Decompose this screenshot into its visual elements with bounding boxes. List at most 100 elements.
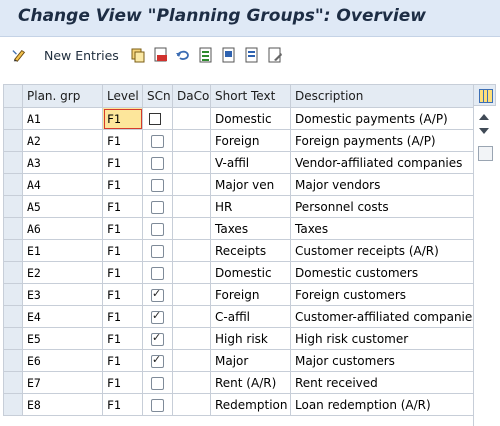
plan-grp-cell[interactable]: E4 <box>22 305 103 328</box>
description-cell[interactable]: Rent received <box>290 371 480 394</box>
description-cell[interactable]: Domestic customers <box>290 261 480 284</box>
plan-grp-cell[interactable]: E7 <box>22 371 103 394</box>
short-text-cell[interactable]: Domestic <box>210 107 291 130</box>
level-cell[interactable]: F1 <box>102 129 143 152</box>
daco-cell[interactable] <box>172 129 211 152</box>
scn-checkbox[interactable] <box>151 222 164 236</box>
short-text-cell[interactable]: Major <box>210 349 291 372</box>
scroll-down-icon[interactable] <box>479 128 489 134</box>
daco-cell[interactable] <box>172 217 211 240</box>
daco-cell[interactable] <box>172 327 211 350</box>
scn-checkbox[interactable] <box>151 331 164 346</box>
new-entries-button[interactable]: New Entries <box>40 45 119 65</box>
level-cell[interactable]: F1 <box>102 261 143 284</box>
description-cell[interactable]: Domestic payments (A/P) <box>290 107 480 130</box>
row-selector[interactable] <box>3 173 23 196</box>
level-cell[interactable]: F1 <box>102 327 143 350</box>
daco-cell[interactable] <box>172 261 211 284</box>
scn-checkbox[interactable] <box>151 266 164 280</box>
description-cell[interactable]: Major vendors <box>290 173 480 196</box>
description-cell[interactable]: Customer-affiliated companies <box>290 305 480 328</box>
scn-checkbox[interactable] <box>151 376 164 390</box>
delete-button[interactable] <box>153 45 169 65</box>
row-selector[interactable] <box>3 349 23 372</box>
description-cell[interactable]: Major customers <box>290 349 480 372</box>
level-cell[interactable]: F1 <box>102 349 143 372</box>
plan-grp-cell[interactable]: A3 <box>22 151 103 174</box>
short-text-cell[interactable]: HR <box>210 195 291 218</box>
scn-checkbox[interactable] <box>149 113 161 125</box>
short-text-cell[interactable]: Domestic <box>210 261 291 284</box>
select-block-button[interactable] <box>221 45 237 65</box>
daco-cell[interactable] <box>172 173 211 196</box>
description-cell[interactable]: Taxes <box>290 217 480 240</box>
scn-checkbox[interactable] <box>151 178 164 192</box>
scn-checkbox[interactable] <box>151 134 164 148</box>
scroll-thumb[interactable] <box>478 146 493 161</box>
daco-cell[interactable] <box>172 195 211 218</box>
row-selector[interactable] <box>3 327 23 350</box>
short-text-cell[interactable]: Foreign <box>210 283 291 306</box>
plan-grp-cell[interactable]: E8 <box>22 393 103 416</box>
level-cell[interactable]: F1 <box>102 107 143 130</box>
scn-checkbox[interactable] <box>151 309 164 324</box>
level-cell[interactable]: F1 <box>102 239 143 262</box>
level-cell[interactable]: F1 <box>102 151 143 174</box>
scn-checkbox[interactable] <box>151 156 164 170</box>
level-cell[interactable]: F1 <box>102 371 143 394</box>
level-cell[interactable]: F1 <box>102 217 143 240</box>
row-selector[interactable] <box>3 261 23 284</box>
short-text-cell[interactable]: High risk <box>210 327 291 350</box>
row-selector[interactable] <box>3 371 23 394</box>
row-selector[interactable] <box>3 283 23 306</box>
short-text-cell[interactable]: Foreign <box>210 129 291 152</box>
scroll-up-icon[interactable] <box>479 114 489 120</box>
row-selector[interactable] <box>3 151 23 174</box>
short-text-cell[interactable]: Rent (A/R) <box>210 371 291 394</box>
select-all-button[interactable] <box>198 45 214 65</box>
description-cell[interactable]: Vendor-affiliated companies <box>290 151 480 174</box>
scn-checkbox[interactable] <box>151 200 164 214</box>
row-selector[interactable] <box>3 305 23 328</box>
short-text-cell[interactable]: Redemption <box>210 393 291 416</box>
daco-cell[interactable] <box>172 371 211 394</box>
select-all-rows-cell[interactable] <box>3 84 23 108</box>
short-text-cell[interactable]: Receipts <box>210 239 291 262</box>
plan-grp-cell[interactable]: E6 <box>22 349 103 372</box>
plan-grp-cell[interactable]: A1 <box>22 107 103 130</box>
vertical-scrollbar[interactable] <box>473 106 497 426</box>
column-header-daco[interactable]: DaCo <box>172 84 211 108</box>
level-cell[interactable]: F1 <box>102 283 143 306</box>
scn-checkbox[interactable] <box>151 287 164 302</box>
undo-button[interactable] <box>175 45 191 65</box>
description-cell[interactable]: Customer receipts (A/R) <box>290 239 480 262</box>
plan-grp-cell[interactable]: E1 <box>22 239 103 262</box>
column-settings-button[interactable] <box>473 84 496 106</box>
edit-pencil-button[interactable] <box>12 45 28 65</box>
scn-checkbox[interactable] <box>151 398 164 412</box>
level-cell[interactable]: F1 <box>102 195 143 218</box>
print-button[interactable] <box>267 45 283 65</box>
daco-cell[interactable] <box>172 283 211 306</box>
short-text-cell[interactable]: V-affil <box>210 151 291 174</box>
short-text-cell[interactable]: C-affil <box>210 305 291 328</box>
daco-cell[interactable] <box>172 151 211 174</box>
daco-cell[interactable] <box>172 107 211 130</box>
column-header-level[interactable]: Level <box>102 84 143 108</box>
description-cell[interactable]: Foreign payments (A/P) <box>290 129 480 152</box>
column-header-scn[interactable]: SCn <box>142 84 173 108</box>
daco-cell[interactable] <box>172 349 211 372</box>
description-cell[interactable]: Personnel costs <box>290 195 480 218</box>
description-cell[interactable]: Loan redemption (A/R) <box>290 393 480 416</box>
column-header-description[interactable]: Description <box>290 84 480 108</box>
scn-checkbox[interactable] <box>151 244 164 258</box>
daco-cell[interactable] <box>172 239 211 262</box>
row-selector[interactable] <box>3 239 23 262</box>
level-cell[interactable]: F1 <box>102 305 143 328</box>
level-cell[interactable]: F1 <box>102 393 143 416</box>
plan-grp-cell[interactable]: E3 <box>22 283 103 306</box>
plan-grp-cell[interactable]: A4 <box>22 173 103 196</box>
daco-cell[interactable] <box>172 305 211 328</box>
row-selector[interactable] <box>3 195 23 218</box>
short-text-cell[interactable]: Major ven <box>210 173 291 196</box>
